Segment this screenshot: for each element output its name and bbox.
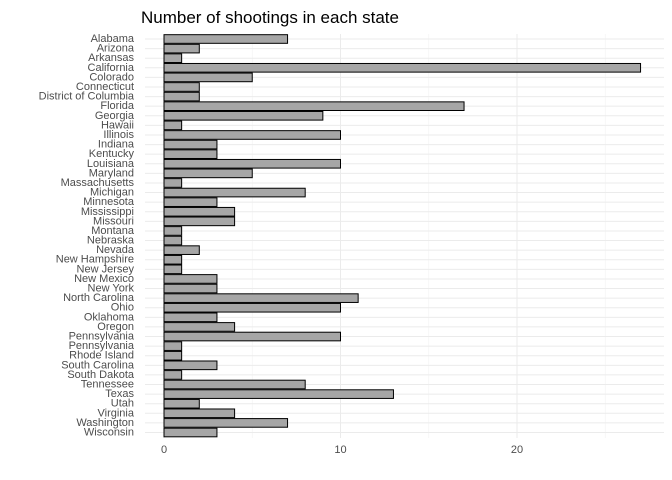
category-label: Pennsylvania (69, 331, 135, 343)
bar (163, 312, 218, 323)
bar (163, 187, 306, 198)
category-label: District of Columbia (39, 91, 135, 103)
category-label: Arkansas (88, 52, 134, 64)
category-label: South Dakota (67, 369, 135, 381)
bar (163, 245, 200, 255)
bar (163, 197, 218, 207)
category-label: California (88, 62, 135, 74)
bar (163, 226, 183, 236)
category-label: Georgia (95, 110, 135, 122)
chart-title: Number of shootings in each state (141, 8, 399, 27)
category-label: Utah (111, 398, 134, 410)
bar (163, 53, 183, 64)
bar (163, 130, 341, 140)
bar (163, 418, 289, 428)
bars (163, 34, 642, 438)
bar (163, 264, 183, 275)
category-label: Florida (100, 100, 135, 112)
bar (163, 341, 183, 351)
category-label: New Mexico (74, 273, 134, 285)
bar (163, 72, 253, 83)
bar (163, 178, 183, 188)
bar (163, 101, 465, 112)
bar (163, 62, 642, 73)
bar (163, 427, 218, 438)
category-label: Virginia (98, 407, 135, 419)
bar (163, 254, 183, 265)
category-label: Arizona (97, 43, 135, 55)
bar (163, 398, 200, 409)
category-label: New Hampshire (56, 254, 134, 266)
category-label: Connecticut (76, 81, 134, 93)
x-tick-label: 0 (161, 444, 167, 456)
bar (163, 82, 200, 92)
category-label: Illinois (103, 129, 134, 141)
bar (163, 158, 341, 169)
bar (163, 91, 200, 102)
bar (163, 206, 236, 217)
bar (163, 408, 236, 419)
bar (163, 34, 289, 44)
category-label: Maryland (89, 167, 134, 179)
category-label: North Carolina (63, 292, 135, 304)
category-label: Colorado (89, 71, 134, 83)
x-tick-label: 10 (334, 444, 346, 456)
category-label: Ohio (111, 302, 134, 314)
category-label: Oregon (97, 321, 134, 333)
bar (163, 149, 218, 159)
bar (163, 216, 236, 227)
bar (163, 120, 183, 131)
category-label: Rhode Island (69, 350, 134, 362)
bar (163, 43, 200, 54)
category-label: Indiana (98, 139, 135, 151)
bar (163, 139, 218, 150)
bar (163, 360, 218, 371)
category-label: Massachusetts (61, 177, 135, 189)
bar (163, 168, 253, 179)
x-tick-label: 20 (511, 444, 523, 456)
bar (163, 331, 341, 342)
bar (163, 370, 183, 380)
category-label: Michigan (90, 187, 134, 199)
category-label: Nevada (96, 244, 135, 256)
category-label: South Carolina (61, 359, 135, 371)
category-label: Louisiana (87, 158, 135, 170)
category-label: Wisconsin (84, 427, 134, 439)
category-label: Kentucky (89, 148, 135, 160)
category-label: Oklahoma (84, 311, 135, 323)
bar (163, 389, 394, 399)
category-label: Washington (76, 417, 134, 429)
category-label: Montana (91, 225, 135, 237)
grid (145, 34, 664, 438)
category-label: Tennessee (81, 379, 134, 391)
category-label: Missouri (93, 215, 134, 227)
bar (163, 293, 359, 303)
bar (163, 110, 324, 121)
bar (163, 283, 218, 294)
category-label: Texas (105, 388, 134, 400)
bar (163, 322, 236, 332)
category-label: Mississippi (81, 206, 134, 218)
bar (163, 302, 341, 313)
bar (163, 350, 183, 361)
category-label: Minnesota (83, 196, 135, 208)
category-label: Hawaii (101, 119, 134, 131)
category-label: New Jersey (77, 263, 135, 275)
bar (163, 379, 306, 390)
bar (163, 235, 183, 246)
bar (163, 274, 218, 284)
category-label: Alabama (91, 33, 135, 45)
x-tick-labels: 0 10 20 (161, 444, 523, 456)
category-label: New York (88, 283, 135, 295)
category-label: Nebraska (87, 235, 135, 247)
category-labels: AlabamaArizonaArkansasCaliforniaColorado… (39, 33, 135, 439)
category-label: Pennsylvania (69, 340, 135, 352)
